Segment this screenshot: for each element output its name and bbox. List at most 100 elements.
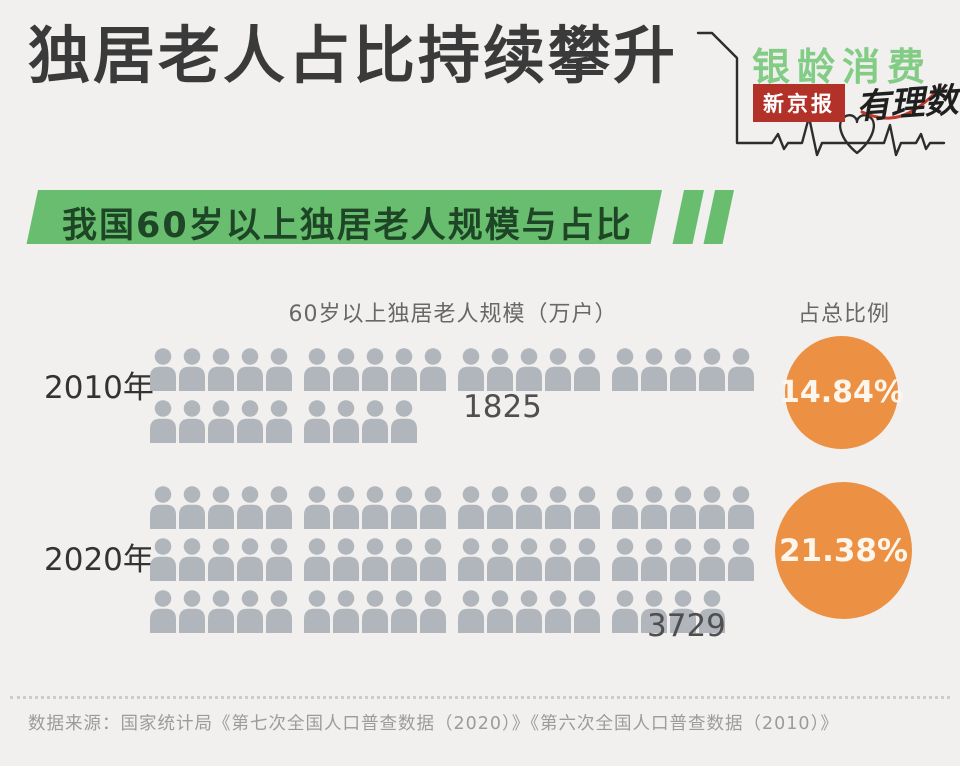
person-icon	[670, 486, 696, 529]
person-icon	[545, 590, 571, 633]
pictogram-group	[150, 347, 294, 391]
value-label-2020: 3729	[647, 608, 726, 644]
person-icon	[333, 348, 359, 391]
person-icon	[266, 538, 292, 581]
person-icon	[179, 348, 205, 391]
person-icon	[458, 486, 484, 529]
person-icon	[487, 590, 513, 633]
person-icon	[574, 538, 600, 581]
person-icon	[699, 590, 725, 633]
person-icon	[266, 348, 292, 391]
person-icon	[362, 538, 388, 581]
person-icon	[641, 348, 667, 391]
person-icon	[391, 590, 417, 633]
person-icon	[516, 538, 542, 581]
pictogram-group	[150, 537, 294, 581]
person-icon	[612, 348, 638, 391]
person-icon	[304, 590, 330, 633]
dotted-divider	[10, 696, 950, 699]
pictogram-group	[612, 589, 756, 633]
person-icon	[641, 538, 667, 581]
person-icon	[420, 538, 446, 581]
person-icon	[333, 486, 359, 529]
percent-2010: 14.84%	[779, 375, 904, 410]
pictogram-group	[150, 399, 294, 443]
person-icon	[266, 486, 292, 529]
ecg-heartbeat-icon	[696, 31, 946, 157]
person-icon	[728, 486, 754, 529]
year-label-2020: 2020年	[44, 542, 154, 578]
person-icon	[391, 348, 417, 391]
person-icon	[574, 486, 600, 529]
person-icon	[304, 400, 330, 443]
person-icon	[612, 590, 638, 633]
person-icon	[458, 590, 484, 633]
person-icon	[237, 538, 263, 581]
person-icon	[266, 590, 292, 633]
person-icon	[150, 538, 176, 581]
person-icon	[516, 348, 542, 391]
person-icon	[208, 486, 234, 529]
person-icon	[699, 348, 725, 391]
person-icon	[362, 348, 388, 391]
pictogram-2020	[150, 485, 756, 641]
person-icon	[237, 400, 263, 443]
person-icon	[487, 486, 513, 529]
ratio-circle-2010: 14.84%	[779, 336, 904, 449]
person-icon	[150, 400, 176, 443]
pictogram-group	[458, 485, 602, 529]
pictogram-group	[150, 589, 294, 633]
pictogram-row	[150, 485, 756, 529]
person-icon	[670, 538, 696, 581]
person-icon	[304, 538, 330, 581]
brand-name: 银龄消费	[752, 45, 933, 89]
person-icon	[304, 486, 330, 529]
banner-slash-icon	[672, 190, 704, 244]
pictogram-group	[304, 347, 448, 391]
person-icon	[420, 486, 446, 529]
person-icon	[516, 486, 542, 529]
unit-column-header: 60岁以上独居老人规模（万户）	[288, 302, 618, 327]
person-icon	[391, 400, 417, 443]
person-icon	[641, 590, 667, 633]
person-icon	[266, 400, 292, 443]
person-icon	[545, 486, 571, 529]
pictogram-group	[304, 399, 448, 443]
person-icon	[612, 486, 638, 529]
person-icon	[545, 348, 571, 391]
person-icon	[208, 348, 234, 391]
person-icon	[545, 538, 571, 581]
person-icon	[487, 348, 513, 391]
pictogram-group	[150, 485, 294, 529]
person-icon	[699, 538, 725, 581]
person-icon	[362, 400, 388, 443]
person-icon	[420, 348, 446, 391]
pictogram-group	[612, 347, 756, 391]
person-icon	[333, 590, 359, 633]
person-icon	[208, 590, 234, 633]
person-icon	[574, 348, 600, 391]
person-icon	[304, 348, 330, 391]
pictogram-group	[304, 537, 448, 581]
person-icon	[237, 486, 263, 529]
person-icon	[150, 348, 176, 391]
percent-2020: 21.38%	[778, 532, 909, 569]
person-icon	[208, 400, 234, 443]
person-icon	[179, 486, 205, 529]
pictogram-group	[304, 589, 448, 633]
pictogram-group	[612, 485, 756, 529]
pictogram-row	[150, 347, 756, 391]
person-icon	[612, 538, 638, 581]
section-title: 我国60岁以上独居老人规模与占比	[62, 206, 633, 246]
page-title: 独居老人占比持续攀升	[28, 19, 679, 92]
person-icon	[333, 538, 359, 581]
person-icon	[208, 538, 234, 581]
pictogram-row	[150, 399, 756, 443]
person-icon	[179, 538, 205, 581]
person-icon	[458, 348, 484, 391]
pictogram-row	[150, 589, 756, 633]
person-icon	[179, 590, 205, 633]
person-icon	[237, 590, 263, 633]
pictogram-group	[304, 485, 448, 529]
